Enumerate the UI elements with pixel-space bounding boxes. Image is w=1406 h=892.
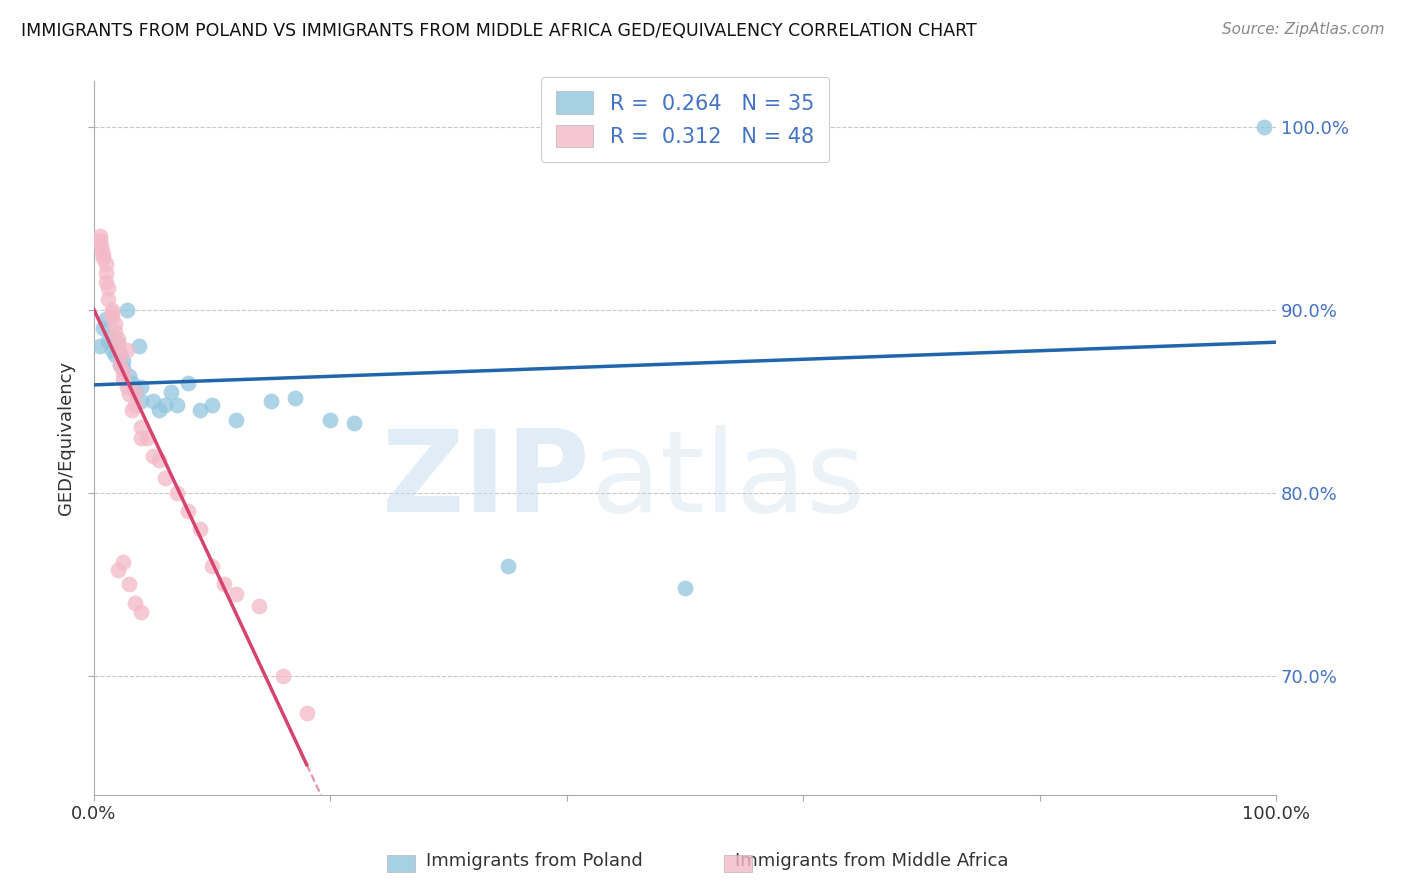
Point [108, 358, 131, 372]
Point [94, 266, 117, 280]
Point [343, 417, 366, 431]
Point [166, 398, 188, 412]
Point [188, 403, 211, 417]
Point [124, 596, 146, 610]
Point [112, 556, 135, 570]
Text: atlas: atlas [591, 425, 866, 536]
Point [97, 292, 120, 306]
Point [112, 354, 135, 368]
Point [124, 385, 146, 400]
Point [89, 339, 111, 353]
Point [112, 372, 135, 386]
Point [121, 403, 143, 417]
Text: Source: ZipAtlas.com: Source: ZipAtlas.com [1222, 22, 1385, 37]
Point [128, 339, 150, 353]
Point [94, 275, 117, 289]
Point [177, 504, 200, 518]
Point [108, 346, 131, 360]
Point [148, 453, 170, 467]
Point [104, 318, 127, 332]
Point [97, 334, 120, 348]
Point [90, 238, 112, 252]
Point [212, 577, 235, 591]
Point [124, 398, 146, 412]
Point [177, 376, 200, 390]
Point [496, 559, 519, 574]
Point [136, 431, 159, 445]
Point [319, 412, 342, 426]
Text: ZIP: ZIP [382, 425, 591, 536]
Point [115, 343, 138, 357]
Point [129, 605, 152, 619]
Point [166, 486, 188, 500]
Text: IMMIGRANTS FROM POLAND VS IMMIGRANTS FROM MIDDLE AFRICA GED/EQUIVALENCY CORRELAT: IMMIGRANTS FROM POLAND VS IMMIGRANTS FRO… [21, 22, 977, 40]
Point [112, 365, 135, 379]
Point [115, 379, 138, 393]
Point [100, 302, 122, 317]
Point [104, 349, 127, 363]
Point [107, 339, 129, 353]
Point [118, 387, 141, 401]
Point [129, 379, 152, 393]
Point [225, 586, 247, 600]
Point [260, 394, 283, 409]
Point [129, 420, 152, 434]
Point [1253, 120, 1275, 134]
Point [121, 376, 143, 390]
Point [673, 581, 696, 595]
Point [108, 358, 131, 372]
Point [225, 412, 247, 426]
Point [107, 335, 129, 350]
Point [94, 257, 117, 271]
Point [115, 302, 138, 317]
Point [142, 394, 165, 409]
Point [129, 431, 152, 445]
Point [107, 332, 129, 346]
Point [108, 346, 131, 360]
Point [94, 311, 117, 326]
Point [271, 669, 294, 683]
Point [107, 563, 129, 577]
Point [112, 361, 135, 376]
Point [142, 449, 165, 463]
Point [104, 325, 127, 339]
Point [89, 229, 111, 244]
Point [129, 394, 152, 409]
Point [295, 706, 318, 720]
Point [100, 306, 122, 320]
Point [97, 281, 120, 295]
Point [201, 559, 224, 574]
Point [118, 368, 141, 383]
Point [118, 577, 141, 591]
Point [284, 391, 307, 405]
Point [201, 398, 224, 412]
Text: Immigrants from Poland: Immigrants from Poland [426, 852, 643, 870]
Point [153, 398, 176, 412]
Point [249, 599, 271, 614]
Point [93, 321, 115, 335]
Point [89, 233, 111, 247]
Point [100, 343, 122, 357]
Y-axis label: GED/Equivalency: GED/Equivalency [58, 361, 75, 515]
Point [91, 244, 114, 258]
Point [148, 403, 170, 417]
Text: Immigrants from Middle Africa: Immigrants from Middle Africa [735, 852, 1008, 870]
Point [93, 248, 115, 262]
Point [159, 385, 181, 400]
Point [100, 310, 122, 324]
Point [93, 252, 115, 266]
Point [124, 384, 146, 398]
Point [188, 523, 211, 537]
Point [153, 471, 176, 485]
Point [100, 328, 122, 343]
Legend: R =  0.264   N = 35, R =  0.312   N = 48: R = 0.264 N = 35, R = 0.312 N = 48 [541, 77, 828, 161]
